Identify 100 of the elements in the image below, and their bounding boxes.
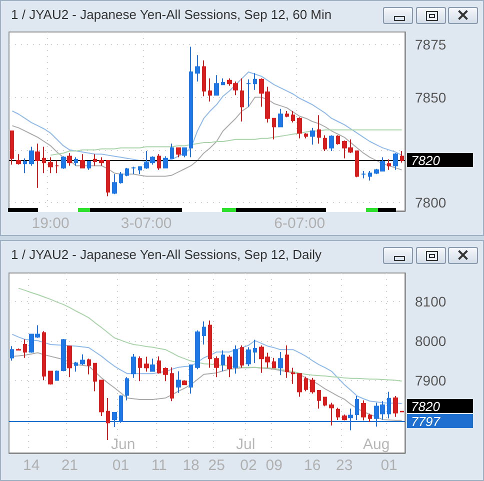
candlestick xyxy=(119,394,123,424)
candlestick xyxy=(310,127,315,146)
candlestick xyxy=(355,150,359,178)
y-tick-label: 8100 xyxy=(415,294,446,310)
y-tick-label: 7850 xyxy=(415,89,446,106)
candlestick xyxy=(67,346,72,378)
candlestick xyxy=(208,78,212,102)
x-tick-label: 01 xyxy=(380,457,398,474)
x-tick-label: 09 xyxy=(266,457,282,474)
candlestick xyxy=(112,412,117,428)
candlestick xyxy=(393,152,398,170)
candlestick xyxy=(297,372,302,398)
candlestick xyxy=(195,330,200,370)
candlestick xyxy=(387,158,391,170)
candlestick xyxy=(278,108,283,128)
annotation: Jul xyxy=(236,436,256,453)
candlestick xyxy=(87,161,91,170)
candlestick xyxy=(253,72,257,90)
candlestick xyxy=(80,354,85,366)
x-tick-label: 21 xyxy=(61,457,78,474)
candlestick xyxy=(93,154,97,166)
candlestick xyxy=(99,380,104,417)
candlestick xyxy=(195,54,200,82)
candlestick xyxy=(189,46,193,158)
candlestick xyxy=(246,346,251,367)
chart-title: 1 / JYAU2 - Japanese Yen-All Sessions, Sep 12, 60 Min xyxy=(11,7,332,22)
x-tick-label: 25 xyxy=(208,457,225,474)
candlestick xyxy=(29,146,34,166)
candlestick xyxy=(176,147,181,158)
candlestick xyxy=(189,364,193,394)
candlestick xyxy=(240,344,244,368)
candlestick xyxy=(291,110,295,124)
candlestick xyxy=(42,330,46,381)
candlestick xyxy=(138,356,142,382)
candlestick xyxy=(304,132,308,139)
candlestick xyxy=(317,390,321,410)
x-tick-label: 6-07:00 xyxy=(274,215,326,232)
candlestick xyxy=(106,397,110,441)
y-tick-label: 7875 xyxy=(415,36,446,53)
candlestick xyxy=(233,344,238,374)
y-tick-label: 8000 xyxy=(415,332,446,349)
candlestick xyxy=(74,361,78,372)
candlestick xyxy=(336,407,340,420)
candlestick xyxy=(55,160,59,174)
candlestick xyxy=(329,134,334,152)
candlestick xyxy=(67,152,72,166)
x-tick-label: 14 xyxy=(23,457,40,474)
candlestick xyxy=(368,413,372,422)
line-series xyxy=(18,288,402,382)
candlestick xyxy=(93,362,97,392)
candlestick xyxy=(272,357,276,368)
candlestick xyxy=(125,167,129,177)
candlestick xyxy=(297,116,302,139)
candlestick xyxy=(10,130,14,166)
candlestick xyxy=(170,143,174,159)
candlestick xyxy=(368,170,372,181)
line-series xyxy=(12,72,402,162)
x-tick-label: 01 xyxy=(112,457,130,474)
line-series xyxy=(12,352,402,421)
x-tick-label: 18 xyxy=(182,457,200,474)
x-tick-label: 11 xyxy=(151,457,167,474)
candlestick xyxy=(285,110,289,118)
candlestick xyxy=(16,348,21,351)
candlestick xyxy=(138,166,142,175)
annotation: Jun xyxy=(111,436,136,453)
candlestick xyxy=(361,400,366,421)
x-tick-label: 3-07:00 xyxy=(120,215,172,232)
candlestick xyxy=(182,380,187,386)
candlestick xyxy=(310,377,315,394)
candlestick xyxy=(214,74,219,96)
candlestick xyxy=(131,353,136,378)
candlestick xyxy=(48,156,53,174)
candlestick xyxy=(99,156,104,166)
candlestick xyxy=(170,366,174,402)
line-series xyxy=(12,96,402,177)
x-tick-label: 19:00 xyxy=(32,215,70,232)
candlestick xyxy=(125,376,129,401)
candlestick xyxy=(208,320,212,368)
ref-line-label: 7820 xyxy=(407,153,473,168)
ref-line-label: 7797 xyxy=(407,414,473,429)
candlestick xyxy=(87,358,91,375)
candlestick xyxy=(323,134,327,152)
candlestick xyxy=(150,358,155,372)
candlestick xyxy=(112,174,117,195)
line-series xyxy=(12,334,402,404)
candlestick xyxy=(42,146,46,174)
candlestick xyxy=(214,356,219,378)
candlestick xyxy=(23,158,27,174)
candlestick xyxy=(240,78,244,122)
candlestick xyxy=(35,143,40,188)
candlestick xyxy=(157,154,161,170)
candlestick xyxy=(336,134,340,146)
candlestick xyxy=(221,350,225,372)
chart-title: 1 / JYAU2 - Japanese Yen-All Sessions, Sep 12, Daily xyxy=(11,247,322,262)
candlestick xyxy=(61,156,66,170)
candlestick xyxy=(23,338,27,358)
candlestick xyxy=(176,370,181,394)
candlestick xyxy=(304,376,308,392)
candlestick xyxy=(253,339,257,364)
candlestick xyxy=(227,354,232,378)
